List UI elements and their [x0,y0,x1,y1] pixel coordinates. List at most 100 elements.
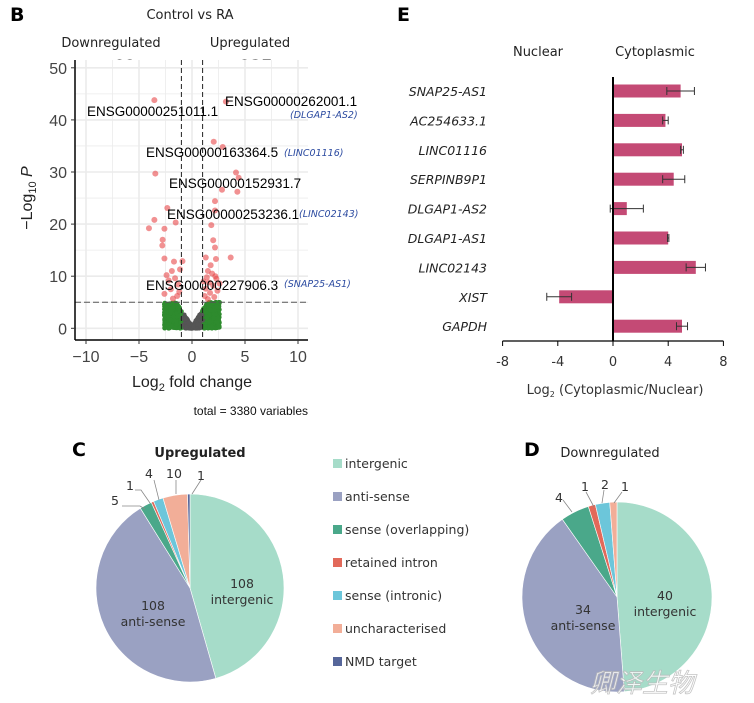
pie-inner-count: 40 [657,588,673,603]
downregulated-pie: Downregulated 4 1 2 1 40 intergenic 34 a… [521,446,713,693]
x-tick-label: 0 [188,349,197,366]
volcano-annotations: ENSG00000251011.1 ENSG00000262001.1 (DLG… [87,94,358,293]
volcano-caption: total = 3380 variables [194,404,308,418]
ns-point [162,310,167,315]
significant-point [163,272,170,279]
nuclear-label: Nuclear [513,45,564,60]
significant-point [168,267,175,274]
significant-point [152,170,159,177]
pie-slice-uncharacterised [609,501,618,598]
volcano-grid [75,60,308,340]
ns-point [178,325,183,331]
significant-point [207,262,214,269]
pie-outer-label: 2 [601,477,609,492]
ns-point [214,304,220,310]
legend-swatch [333,459,342,468]
ns-point [211,315,217,321]
pie-slices [521,501,713,693]
pie-outer-label: 1 [581,479,589,494]
significant-point [210,237,217,244]
legend-label: NMD target [345,654,417,669]
bar [613,319,682,333]
significant-point [151,97,158,104]
pie-slice-intergenic [616,501,713,693]
pie-outer-label: 4 [145,466,153,481]
category-label: DLGAP1-AS2 [408,202,487,217]
legend-label: sense (overlapping) [345,522,469,537]
panel-letter-c: C [72,439,86,461]
localization-bar-chart: Nuclear Cytoplasmic SNAP25-AS1 AC254633.1… [408,45,728,399]
pie-inner-count: 108 [230,576,254,591]
ns-point [209,324,215,330]
significant-point [212,273,219,280]
significant-point [169,295,176,302]
ns-point [204,314,210,320]
x-tick-label: 10 [289,349,307,366]
legend-swatch [333,591,342,600]
annotation-gene: ENSG00000163364.5 [146,145,278,160]
bar [613,231,669,245]
x-tick-label: 8 [719,355,727,370]
significant-point [204,296,211,303]
legend-label: retained intron [345,555,438,570]
annotation-gene: ENSG00000152931.7 [169,176,301,191]
category-label: LINC01116 [419,143,488,158]
significant-point [210,138,217,145]
y-tick-label: 0 [58,321,67,338]
ns-point [168,306,174,312]
ns-point [171,314,176,320]
significant-point [207,289,214,296]
pie-slice-anti-sense [95,507,217,683]
annotation-gene: ENSG00000251011.1 [87,104,218,119]
y-tick-label: 50 [49,61,67,78]
legend-label: anti-sense [345,489,410,504]
significant-point [218,186,225,193]
significant-point [202,285,209,292]
category-label: SNAP25-AS1 [409,84,487,99]
x-tick-label: 0 [609,355,617,370]
significant-point [212,207,219,214]
ns-point [173,311,179,316]
significant-point [202,254,209,261]
ns-point [202,324,208,329]
category-label: GAPDH [442,319,487,334]
pie-inner-name: intergenic [634,604,697,619]
significant-point [208,222,215,229]
category-label: AC254633.1 [409,113,487,128]
significant-point [161,290,168,297]
significant-point [212,198,219,205]
significant-point [234,188,241,195]
legend-swatch [333,657,342,666]
pie-leader-lines [122,479,202,510]
volcano-plot: Control vs RA Downregulated Upregulated … [19,8,358,418]
watermark: 卿泽生物 [590,669,698,699]
pie-slices [95,493,285,683]
legend-swatch [333,492,342,501]
significant-point [159,242,166,249]
upregulated-label: Upregulated [210,36,290,51]
significant-point [170,258,177,265]
bars: SNAP25-AS1 AC254633.1 LINC01116 SERPINB9P1 D… [408,77,728,370]
significant-point [172,219,179,226]
significant-point [161,255,168,262]
ns-point [208,307,213,313]
panel-letter-b: B [10,4,24,26]
y-tick-label: 40 [49,113,67,130]
ns-point [210,300,216,306]
ns-point [190,323,196,329]
panel-letter-d: D [524,439,540,461]
legend-swatch [333,525,342,534]
significant-point [159,236,166,243]
annotation-gene: ENSG00000262001.1 [225,94,357,109]
volcano-axes: −10 −5 0 5 10 0 10 20 30 40 50 [49,60,308,366]
category-label: DLGAP1-AS1 [408,231,487,246]
pie-slice-anti-sense [521,518,625,693]
significant-point [232,169,239,176]
legend-label: uncharacterised [345,621,446,636]
pie-outer-label: 5 [111,493,119,508]
annotation-alias: (DLGAP1-AS2) [290,110,358,121]
annotation-alias: (LINC02143) [299,209,358,220]
volcano-y-label: −Log10 P [19,166,39,230]
ns-point [207,319,213,325]
